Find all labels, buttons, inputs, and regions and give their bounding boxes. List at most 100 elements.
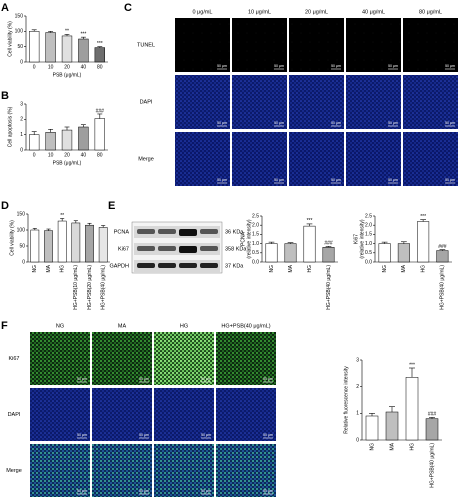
x-tick-label: HG+PSB(40 μg/mL) <box>326 265 332 310</box>
scale-bar-label: 50 μm <box>263 377 273 381</box>
x-tick-label: 20 <box>64 64 70 70</box>
micrograph <box>154 332 214 385</box>
micrograph <box>92 332 152 385</box>
y-tick-label: 2.5 <box>365 213 372 219</box>
blot-size-label: 37 KDa <box>225 263 244 269</box>
panel-letter: B <box>1 90 9 102</box>
column-header: MA <box>118 323 127 329</box>
y-tick-label: 0 <box>356 437 359 443</box>
x-tick-label: 0 <box>33 152 36 158</box>
blot-band <box>137 229 155 234</box>
y-tick-label: 50 <box>17 44 23 50</box>
scale-bar-label: 50 μm <box>77 433 87 437</box>
x-tick-label: MA <box>46 264 52 272</box>
bar <box>29 134 40 151</box>
panel-letter: E <box>108 200 115 212</box>
significance-label: ### <box>96 108 105 114</box>
column-header: HG <box>180 323 188 329</box>
row-label: TUNEL <box>137 42 155 48</box>
bar <box>71 222 81 263</box>
y-tick-label: 0.5 <box>252 250 259 256</box>
scale-bar-label: 50 μm <box>445 64 455 68</box>
y-tick-label: 50 <box>19 243 25 249</box>
panel-letter: A <box>1 2 9 14</box>
bar <box>98 227 108 263</box>
column-header: 0 μg/mL <box>193 9 213 15</box>
bar <box>45 132 56 151</box>
micrograph <box>289 75 344 129</box>
x-tick-label: HG+PSB(20 μg/mL) <box>87 265 93 310</box>
bar <box>94 47 105 63</box>
bar <box>94 118 105 151</box>
bar <box>378 243 391 263</box>
x-tick-label: MA <box>389 442 395 450</box>
y-tick-label: 2.0 <box>252 223 259 229</box>
scale-bar-label: 50 μm <box>217 64 227 68</box>
blot-strip <box>134 243 220 255</box>
significance-label: *** <box>420 214 426 220</box>
blot-band <box>158 229 176 234</box>
micrograph <box>289 132 344 186</box>
x-tick-label: HG+PSB(40 μg/mL) <box>440 265 446 310</box>
bar <box>29 31 40 63</box>
scale-bar-label: 50 μm <box>77 489 87 493</box>
row-label: Merge <box>138 156 154 162</box>
row-label: DAPI <box>8 412 21 418</box>
bar <box>365 415 379 441</box>
x-axis-label: PSB (μg/mL) <box>53 160 82 166</box>
scale-bar-label: 50 μm <box>139 489 149 493</box>
micrograph <box>232 18 287 72</box>
y-tick-label: 0.0 <box>365 259 372 265</box>
x-tick-label: HG+PSB(40 μg/mL) <box>429 443 435 488</box>
column-header: 20 μg/mL <box>305 9 328 15</box>
scale-bar-label: 50 μm <box>445 121 455 125</box>
significance-label: *** <box>97 41 103 47</box>
column-header: 80 μg/mL <box>419 9 442 15</box>
y-axis-label: Cell apoptosis (%) <box>7 106 13 147</box>
y-axis-label: Cell viability (%) <box>9 220 15 256</box>
y-tick-label: 0.0 <box>252 259 259 265</box>
bar <box>284 243 297 263</box>
x-tick-label: HG <box>307 265 313 273</box>
y-axis-label: (relative intensity) <box>246 219 252 259</box>
blot-band <box>179 263 197 268</box>
y-tick-label: 1.0 <box>252 241 259 247</box>
scale-bar-label: 50 μm <box>274 178 284 182</box>
panel-letter: D <box>1 200 9 212</box>
micrograph <box>30 332 90 385</box>
x-tick-label: 80 <box>97 64 103 70</box>
x-tick-label: 20 <box>64 152 70 158</box>
blot-size-label: 36 KDa <box>225 229 244 235</box>
y-tick-label: 1.5 <box>252 232 259 238</box>
bar <box>436 250 449 263</box>
bar <box>78 38 89 63</box>
row-label: Ki67 <box>8 356 19 362</box>
scale-bar-label: 50 μm <box>201 433 211 437</box>
x-tick-label: MA <box>401 264 407 272</box>
row-label: DAPI <box>140 99 153 105</box>
x-tick-label: 80 <box>97 152 103 158</box>
significance-label: *** <box>409 362 415 368</box>
x-tick-label: HG+PSB(40 μg/mL) <box>100 265 106 310</box>
x-tick-label: NG <box>269 265 275 273</box>
y-axis-label: PCNA <box>240 231 246 246</box>
y-tick-label: 0 <box>20 59 23 65</box>
scale-bar-label: 50 μm <box>217 121 227 125</box>
significance-label: *** <box>80 31 86 37</box>
x-tick-label: HG <box>409 443 415 451</box>
y-axis-label: (relative intensity) <box>359 219 365 259</box>
bar <box>57 220 67 263</box>
y-tick-label: 0 <box>22 259 25 265</box>
bar <box>397 243 410 263</box>
x-tick-label: MA <box>288 264 294 272</box>
bar <box>61 35 73 63</box>
significance-label: ** <box>60 213 64 219</box>
scale-bar-label: 50 μm <box>331 121 341 125</box>
y-axis-label: Ki67 <box>353 234 359 244</box>
y-tick-label: 3 <box>356 357 359 363</box>
micrograph <box>232 75 287 129</box>
bar <box>265 243 278 263</box>
blot-size-label: 358 KDa <box>225 246 247 252</box>
x-tick-label: NG <box>32 265 38 273</box>
